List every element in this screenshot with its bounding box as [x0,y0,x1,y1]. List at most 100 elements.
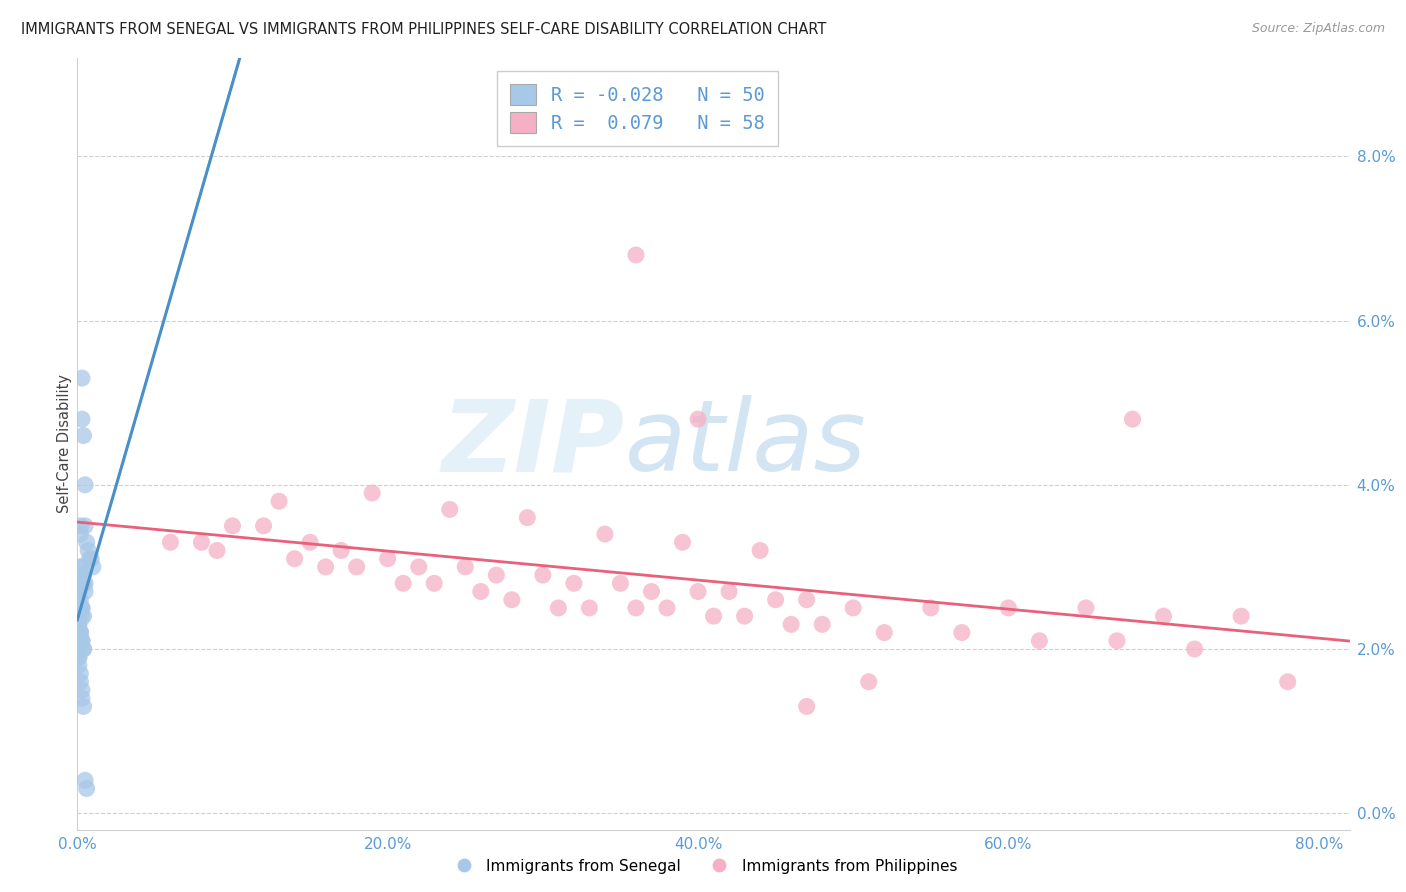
Legend: R = -0.028   N = 50, R =  0.079   N = 58: R = -0.028 N = 50, R = 0.079 N = 58 [496,71,778,146]
Point [284,551,307,566]
Text: Source: ZipAtlas.com: Source: ZipAtlas.com [1251,22,1385,36]
Point [69,625,91,640]
Point [920,601,942,615]
Point [562,576,585,591]
Point [75,584,97,599]
Point [70,609,93,624]
Point [1277,674,1299,689]
Point [76,781,98,796]
Point [780,617,803,632]
Point [69,601,91,615]
Point [408,560,430,574]
Point [82,560,104,574]
Point [69,625,91,640]
Point [718,584,741,599]
Point [686,584,709,599]
Point [485,568,508,582]
Point [70,683,93,698]
Point [686,412,709,426]
Point [1074,601,1097,615]
Point [70,412,93,426]
Point [531,568,554,582]
Point [69,625,91,640]
Point [70,560,93,574]
Point [315,560,337,574]
Point [702,609,725,624]
Point [69,666,91,681]
Point [72,609,94,624]
Point [67,584,90,599]
Point [190,535,212,549]
Point [72,568,94,582]
Point [69,592,91,607]
Point [950,625,973,640]
Legend: Immigrants from Senegal, Immigrants from Philippines: Immigrants from Senegal, Immigrants from… [441,853,965,880]
Point [72,699,94,714]
Point [624,601,647,615]
Point [69,527,91,541]
Point [749,543,772,558]
Point [796,699,818,714]
Point [330,543,353,558]
Text: ZIP: ZIP [441,395,624,492]
Point [765,592,787,607]
Text: atlas: atlas [624,395,866,492]
Point [70,691,93,706]
Point [70,601,93,615]
Point [70,568,93,582]
Point [75,478,97,492]
Point [67,584,90,599]
Y-axis label: Self-Care Disability: Self-Care Disability [56,375,72,513]
Point [67,658,90,673]
Point [159,535,181,549]
Point [80,551,103,566]
Point [72,428,94,442]
Point [77,543,100,558]
Point [70,633,93,648]
Point [205,543,228,558]
Point [72,642,94,657]
Point [1105,633,1128,648]
Point [796,592,818,607]
Point [72,576,94,591]
Point [67,592,90,607]
Point [624,248,647,262]
Point [72,642,94,657]
Point [69,601,91,615]
Point [252,519,274,533]
Point [69,560,91,574]
Point [858,674,880,689]
Point [67,650,90,665]
Point [578,601,600,615]
Point [72,576,94,591]
Point [377,551,399,566]
Point [75,519,97,533]
Point [842,601,865,615]
Point [454,560,477,574]
Point [734,609,756,624]
Point [67,617,90,632]
Point [655,601,678,615]
Point [76,535,98,549]
Point [593,527,616,541]
Point [67,609,90,624]
Point [79,551,101,566]
Point [392,576,415,591]
Point [640,584,662,599]
Point [516,510,538,524]
Point [221,519,243,533]
Point [75,773,97,788]
Point [1230,609,1253,624]
Point [75,576,97,591]
Point [501,592,523,607]
Point [67,650,90,665]
Point [67,617,90,632]
Point [439,502,461,516]
Point [671,535,693,549]
Point [997,601,1019,615]
Point [1028,633,1050,648]
Point [1121,412,1143,426]
Point [267,494,290,508]
Point [470,584,492,599]
Point [423,576,446,591]
